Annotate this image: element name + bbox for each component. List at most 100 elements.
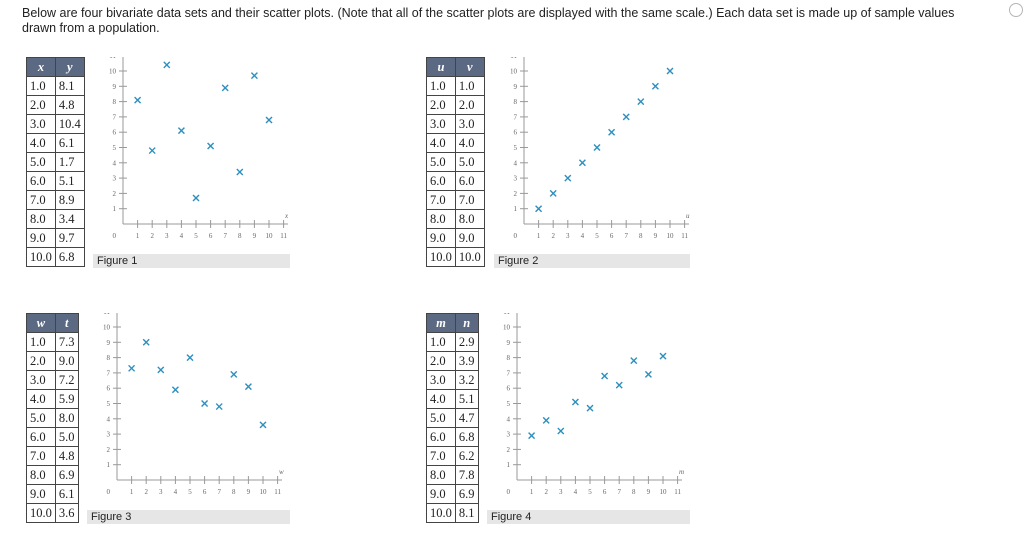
x-tick-label: 1 xyxy=(130,488,134,496)
data-point-x-marker-icon xyxy=(163,61,171,69)
table-cell: 9.0 xyxy=(54,351,79,371)
table-cell: 6.0 xyxy=(454,171,485,191)
data-point-x-marker-icon xyxy=(215,403,223,411)
figure-caption: Figure 4 xyxy=(487,510,690,524)
table-cell: 2.9 xyxy=(454,332,479,352)
data-point-x-marker-icon xyxy=(601,372,609,380)
data-point-x-marker-icon xyxy=(186,354,194,362)
x-tick-label: 10 xyxy=(260,488,268,496)
column-header: n xyxy=(454,313,479,333)
x-tick-label: 1 xyxy=(537,232,541,240)
data-point-x-marker-icon xyxy=(622,113,630,121)
table-row: 10.0 3.6 xyxy=(26,503,79,523)
table-cell: 6.1 xyxy=(54,133,85,153)
x-tick-label: 9 xyxy=(647,488,651,496)
x-tick-label: 5 xyxy=(194,232,198,240)
x-tick-label: 3 xyxy=(159,488,163,496)
x-tick-label: 10 xyxy=(667,232,675,240)
x-tick-label: 7 xyxy=(617,488,621,496)
y-tick-label: 7 xyxy=(514,113,518,121)
table-cell: 9.0 xyxy=(454,228,485,248)
table-cell: 3.0 xyxy=(26,370,56,390)
table-cell: 7.0 xyxy=(26,190,56,210)
y-tick-label: 4 xyxy=(107,415,111,423)
data-point-x-marker-icon xyxy=(142,338,150,346)
y-tick-label: 8 xyxy=(107,354,111,362)
table-cell: 4.8 xyxy=(54,446,79,466)
table-cell: 1.7 xyxy=(54,152,85,172)
table-cell: 6.0 xyxy=(26,427,56,447)
x-tick-label: 8 xyxy=(232,488,236,496)
table-row: 7.0 7.0 xyxy=(426,190,485,210)
table-cell: 2.0 xyxy=(26,95,56,115)
data-point-x-marker-icon xyxy=(586,404,594,412)
table-cell: 4.0 xyxy=(426,133,456,153)
y-tick-label: 3 xyxy=(507,431,511,439)
data-point-x-marker-icon xyxy=(171,386,179,394)
data-point-x-marker-icon xyxy=(542,416,550,424)
table-cell: 3.2 xyxy=(454,370,479,390)
dataset-panel-3: w t 1.0 7.3 2.0 9.0 3.0 7.2 4.0 5.9 5.0 8.0 6.0 5.0 7.… xyxy=(26,313,296,531)
table-row: 10.0 10.0 xyxy=(426,247,485,267)
table-cell: 6.0 xyxy=(426,427,456,447)
table-cell: 3.0 xyxy=(454,114,485,134)
dataset-panel-1: x y 1.0 8.1 2.0 4.8 3.0 10.4 4.0 6.1 5.0 1.7 6.0 5.1 7… xyxy=(26,57,296,275)
info-circle-icon[interactable] xyxy=(1009,3,1023,17)
y-tick-label: 5 xyxy=(107,400,111,408)
table-cell: 3.0 xyxy=(426,370,456,390)
table-cell: 4.0 xyxy=(26,389,56,409)
y-tick-label: 9 xyxy=(113,83,117,91)
table-row: 1.0 8.1 xyxy=(26,76,85,96)
table-cell: 1.0 xyxy=(26,332,56,352)
table-cell: 8.9 xyxy=(54,190,85,210)
table-row: 5.0 5.0 xyxy=(426,152,485,172)
y-tick-label: 11 xyxy=(510,57,517,60)
data-point-x-marker-icon xyxy=(644,370,652,378)
table-cell: 2.0 xyxy=(426,95,456,115)
x-tick-label: 8 xyxy=(639,232,643,240)
table-row: 10.0 8.1 xyxy=(426,503,479,523)
x-tick-label: 3 xyxy=(165,232,169,240)
table-cell: 2.0 xyxy=(26,351,56,371)
column-header: u xyxy=(426,57,456,77)
data-table: x y 1.0 8.1 2.0 4.8 3.0 10.4 4.0 6.1 5.0 1.7 6.0 5.1 7… xyxy=(26,57,85,267)
x-tick-label: 3 xyxy=(559,488,563,496)
data-point-x-marker-icon xyxy=(535,205,543,213)
table-row: 1.0 2.9 xyxy=(426,332,479,352)
y-tick-label: 8 xyxy=(514,98,518,106)
table-cell: 8.0 xyxy=(26,465,56,485)
y-tick-label: 6 xyxy=(514,129,518,137)
table-cell: 4.8 xyxy=(54,95,85,115)
table-row: 2.0 4.8 xyxy=(26,95,85,115)
x-tick-label: 2 xyxy=(544,488,548,496)
data-point-x-marker-icon xyxy=(236,168,244,176)
y-tick-label: 6 xyxy=(507,385,511,393)
column-header: m xyxy=(426,313,456,333)
data-point-x-marker-icon xyxy=(148,147,156,155)
x-tick-label: 10 xyxy=(266,232,274,240)
table-row: 8.0 7.8 xyxy=(426,465,479,485)
table-row: 6.0 5.1 xyxy=(26,171,85,191)
x-tick-label: 1 xyxy=(530,488,534,496)
scatter-plot: 123456789101112345678910110vu xyxy=(510,57,690,240)
table-row: 9.0 9.7 xyxy=(26,228,85,248)
origin-label: 0 xyxy=(507,488,511,496)
data-point-x-marker-icon xyxy=(637,98,645,106)
y-tick-label: 3 xyxy=(107,431,111,439)
table-cell: 6.1 xyxy=(54,484,79,504)
intro-text: Below are four bivariate data sets and t… xyxy=(22,6,955,35)
data-point-x-marker-icon xyxy=(557,427,565,435)
data-table: m n 1.0 2.9 2.0 3.9 3.0 3.2 4.0 5.1 5.0 4.7 6.0 6.8 7.… xyxy=(426,313,479,523)
y-tick-label: 10 xyxy=(510,68,518,76)
figure-caption: Figure 3 xyxy=(87,510,290,524)
data-point-x-marker-icon xyxy=(615,381,623,389)
table-cell: 7.0 xyxy=(26,446,56,466)
y-tick-label: 4 xyxy=(514,159,518,167)
data-point-x-marker-icon xyxy=(651,82,659,90)
x-tick-label: 6 xyxy=(209,232,213,240)
table-row: 8.0 6.9 xyxy=(26,465,79,485)
table-cell: 8.0 xyxy=(54,408,79,428)
x-tick-label: 7 xyxy=(223,232,227,240)
y-tick-label: 7 xyxy=(507,369,511,377)
table-cell: 6.9 xyxy=(54,465,79,485)
